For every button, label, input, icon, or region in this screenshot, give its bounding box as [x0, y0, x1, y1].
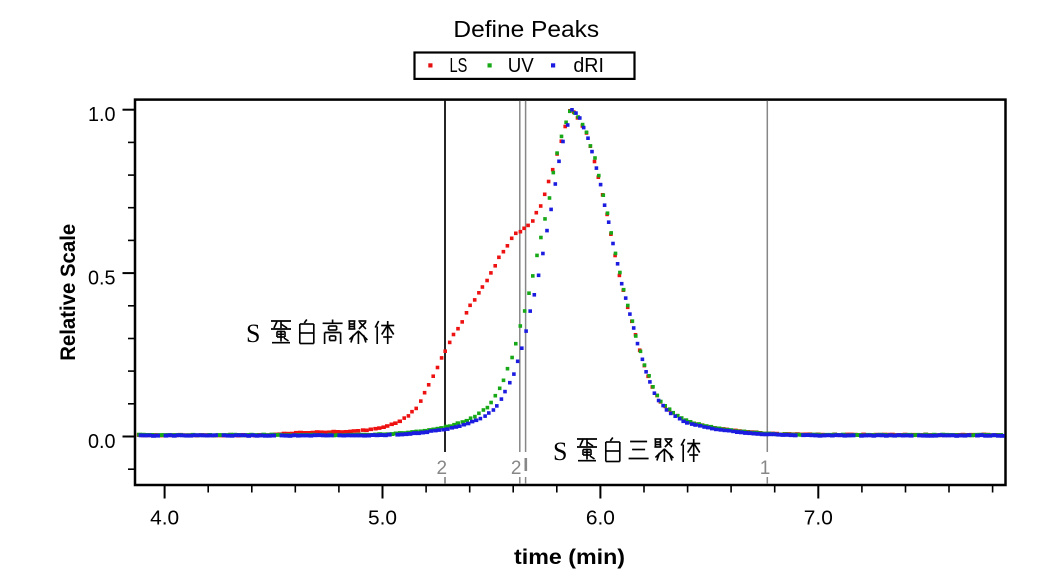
svg-text:7.0: 7.0 — [804, 506, 833, 529]
svg-text:4.0: 4.0 — [150, 506, 179, 529]
svg-text:0.5: 0.5 — [88, 266, 116, 289]
svg-text:UV: UV — [508, 55, 535, 77]
svg-text:1.0: 1.0 — [88, 103, 116, 126]
svg-text:S: S — [553, 437, 567, 466]
svg-text:2: 2 — [437, 458, 448, 479]
svg-text:2: 2 — [511, 458, 522, 479]
svg-text:Define Peaks: Define Peaks — [453, 16, 599, 42]
svg-text:0.0: 0.0 — [88, 430, 116, 453]
svg-text:S: S — [246, 319, 260, 348]
svg-text:1: 1 — [760, 458, 771, 479]
svg-text:dRI: dRI — [573, 55, 604, 77]
svg-text:6.0: 6.0 — [586, 506, 615, 529]
svg-text:LS: LS — [450, 55, 468, 77]
svg-text:Relative Scale: Relative Scale — [57, 224, 80, 361]
svg-text:5.0: 5.0 — [368, 506, 397, 529]
svg-text:time (min): time (min) — [514, 546, 625, 569]
